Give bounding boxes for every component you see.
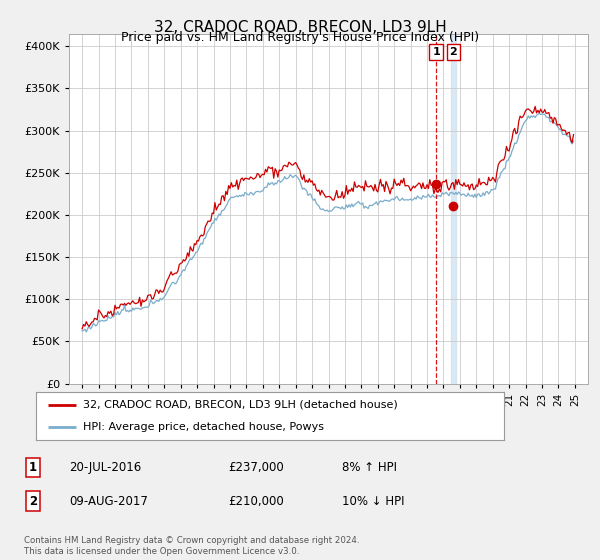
- Text: 1: 1: [29, 461, 37, 474]
- Text: 2: 2: [29, 494, 37, 508]
- Text: 20-JUL-2016: 20-JUL-2016: [69, 461, 141, 474]
- Text: £210,000: £210,000: [228, 494, 284, 508]
- Text: £237,000: £237,000: [228, 461, 284, 474]
- Text: 32, CRADOC ROAD, BRECON, LD3 9LH (detached house): 32, CRADOC ROAD, BRECON, LD3 9LH (detach…: [83, 400, 398, 410]
- Text: Price paid vs. HM Land Registry's House Price Index (HPI): Price paid vs. HM Land Registry's House …: [121, 31, 479, 44]
- Text: 10% ↓ HPI: 10% ↓ HPI: [342, 494, 404, 508]
- Text: 2: 2: [449, 47, 457, 57]
- Text: 09-AUG-2017: 09-AUG-2017: [69, 494, 148, 508]
- Text: HPI: Average price, detached house, Powys: HPI: Average price, detached house, Powy…: [83, 422, 324, 432]
- Text: Contains HM Land Registry data © Crown copyright and database right 2024.
This d: Contains HM Land Registry data © Crown c…: [24, 536, 359, 556]
- Bar: [451, 34, 456, 384]
- Text: 1: 1: [432, 47, 440, 57]
- Text: 32, CRADOC ROAD, BRECON, LD3 9LH: 32, CRADOC ROAD, BRECON, LD3 9LH: [154, 20, 446, 35]
- Text: 8% ↑ HPI: 8% ↑ HPI: [342, 461, 397, 474]
